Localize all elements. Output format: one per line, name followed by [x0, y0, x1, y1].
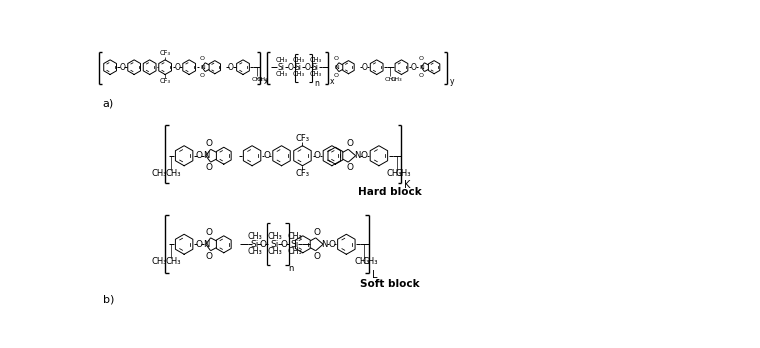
Text: a): a) [103, 98, 114, 108]
Text: Si: Si [271, 240, 279, 249]
Text: n: n [289, 264, 294, 272]
Text: CF₃: CF₃ [296, 134, 309, 143]
Text: O: O [263, 151, 271, 160]
Text: O: O [119, 63, 125, 72]
Text: CH₃: CH₃ [395, 169, 410, 178]
Text: x: x [264, 77, 268, 86]
Text: K: K [404, 180, 411, 190]
Text: O: O [362, 63, 368, 72]
Text: Si: Si [278, 63, 285, 72]
Text: CH₃: CH₃ [309, 57, 321, 63]
Text: CH₃: CH₃ [363, 258, 378, 267]
Text: O: O [314, 252, 321, 261]
Text: N: N [203, 240, 209, 249]
Text: CH₃: CH₃ [252, 77, 263, 82]
Text: Si: Si [290, 240, 299, 249]
Text: CH₃: CH₃ [387, 169, 402, 178]
Text: O: O [347, 140, 353, 148]
Text: CH₃: CH₃ [354, 258, 369, 267]
Text: O: O [419, 73, 424, 78]
Text: L: L [372, 270, 378, 280]
Text: O: O [333, 56, 338, 61]
Text: y: y [450, 77, 454, 86]
Text: CH₃: CH₃ [151, 258, 167, 267]
Text: O: O [288, 63, 293, 72]
Text: CF₃: CF₃ [296, 169, 309, 178]
Text: O: O [200, 56, 204, 61]
Text: O: O [174, 63, 180, 72]
Text: CH₃: CH₃ [166, 169, 181, 178]
Text: Soft block: Soft block [359, 279, 420, 289]
Text: O: O [314, 228, 321, 237]
Text: O: O [205, 252, 213, 261]
Text: N: N [201, 65, 205, 70]
Text: CF₃: CF₃ [160, 50, 171, 56]
Text: CH₃: CH₃ [293, 57, 305, 63]
Text: N: N [354, 151, 360, 160]
Text: O: O [410, 63, 416, 72]
Text: O: O [205, 140, 213, 148]
Text: CH₃: CH₃ [287, 247, 302, 256]
Text: CF₃: CF₃ [160, 78, 171, 84]
Text: O: O [200, 73, 204, 78]
Text: N: N [203, 151, 209, 160]
Text: b): b) [103, 295, 114, 305]
Text: O: O [205, 228, 213, 237]
Text: N: N [334, 65, 339, 70]
Text: O: O [195, 240, 202, 249]
Text: CH₃: CH₃ [247, 232, 261, 241]
Text: O: O [361, 151, 368, 160]
Text: CH₃: CH₃ [247, 247, 261, 256]
Text: O: O [328, 240, 335, 249]
Text: O: O [314, 151, 321, 160]
Text: O: O [259, 240, 267, 249]
Text: N: N [321, 240, 328, 249]
Text: CH₃: CH₃ [287, 232, 302, 241]
Text: x: x [330, 77, 334, 86]
Text: O: O [419, 56, 424, 61]
Text: CH₃: CH₃ [309, 71, 321, 77]
Text: CH₃: CH₃ [151, 169, 167, 178]
Text: CH₃: CH₃ [275, 71, 287, 77]
Text: Si: Si [295, 63, 302, 72]
Text: O: O [333, 73, 338, 78]
Text: CH₃: CH₃ [385, 77, 396, 82]
Text: O: O [228, 63, 234, 72]
Text: CH₃: CH₃ [293, 71, 305, 77]
Text: CH₃: CH₃ [257, 77, 268, 82]
Text: Si: Si [250, 240, 258, 249]
Text: CH₃: CH₃ [391, 77, 402, 82]
Text: CH₃: CH₃ [275, 57, 287, 63]
Text: O: O [347, 163, 353, 172]
Text: O: O [195, 151, 202, 160]
Text: O: O [280, 240, 287, 249]
Text: O: O [205, 163, 213, 172]
Text: CH₃: CH₃ [268, 232, 282, 241]
Text: CH₃: CH₃ [166, 258, 181, 267]
Text: CH₃: CH₃ [268, 247, 282, 256]
Text: Hard block: Hard block [358, 187, 421, 197]
Text: Si: Si [312, 63, 319, 72]
Text: n: n [314, 79, 318, 88]
Text: O: O [305, 63, 311, 72]
Text: N: N [420, 65, 424, 70]
